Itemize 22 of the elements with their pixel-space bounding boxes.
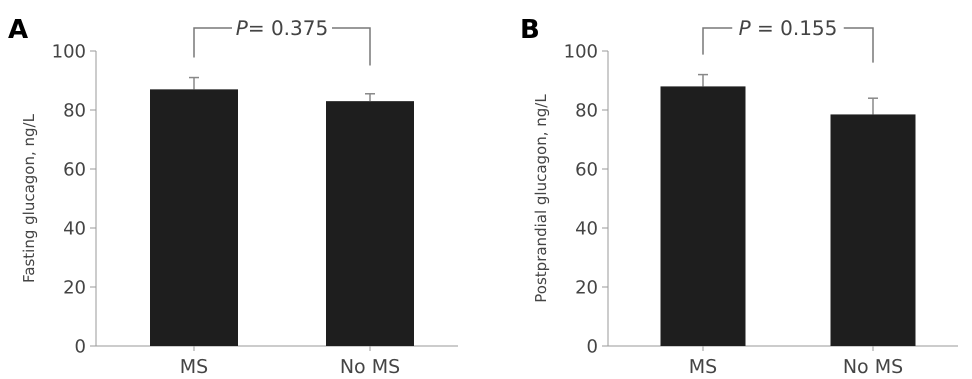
x-tick-label: MS: [688, 356, 718, 378]
x-tick-label: MS: [180, 356, 208, 378]
x-tick-label: No MS: [340, 356, 400, 378]
y-tick-label: 60: [575, 159, 598, 180]
y-tick-label: 80: [575, 100, 598, 122]
y-tick-label: 80: [63, 100, 86, 122]
text: P = 0.155: [738, 16, 838, 40]
x-tick-label: No MS: [842, 356, 904, 378]
y-tick-label: 20: [63, 277, 86, 298]
y-tick-label: 100: [52, 41, 86, 62]
y-axis-title: Postprandial glucagon, ng/L: [532, 94, 550, 303]
y-tick-label: 40: [63, 218, 86, 240]
y-tick-label: 40: [575, 218, 598, 240]
text: P= 0.375: [236, 16, 328, 40]
y-axis-title: Fasting glucagon, ng/L: [20, 113, 38, 283]
y-tick-label: 100: [564, 41, 598, 62]
chart-title: A: [8, 15, 28, 45]
y-tick-label: 0: [586, 336, 598, 358]
y-tick-label: 60: [63, 159, 86, 180]
y-tick-label: 20: [575, 277, 598, 298]
y-tick-label: 0: [74, 336, 86, 358]
chart-title: B: [520, 15, 540, 45]
